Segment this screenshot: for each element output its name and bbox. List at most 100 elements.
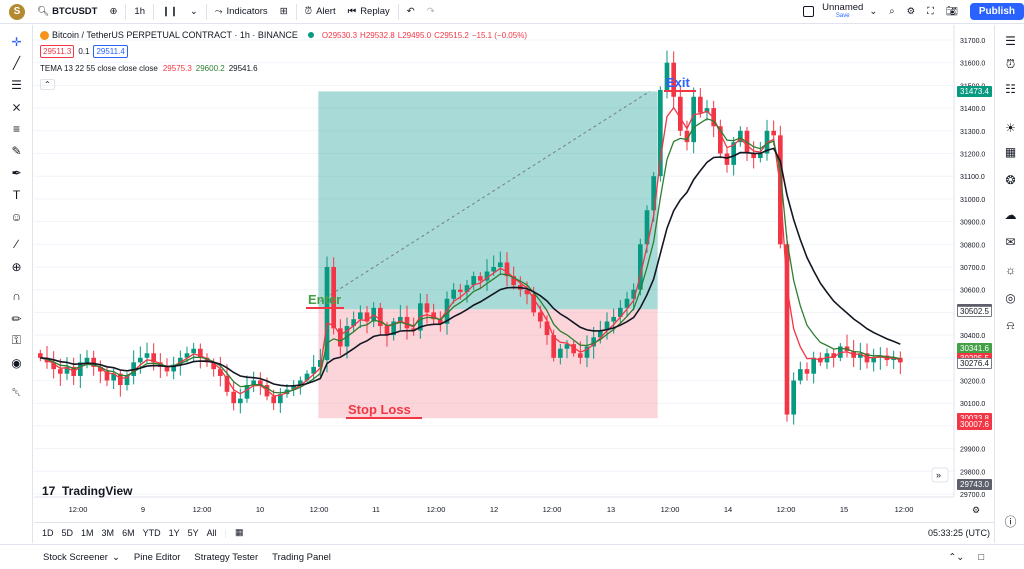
trading-panel-tab[interactable]: Trading Panel [272,551,331,563]
horizontal-lines-icon[interactable]: ☰ [11,77,22,92]
calendar-icon[interactable]: ▦ [1004,144,1017,159]
collapse-legend-button[interactable]: ⌃ [40,79,55,90]
templates-button[interactable]: ⊞ [274,0,294,24]
chart-area[interactable]: 31700.031600.031500.031400.031300.031200… [34,25,994,522]
lock-drawings-icon[interactable]: ✏ [11,311,22,326]
strategy-tester-tab[interactable]: Strategy Tester [194,551,259,563]
range-1m[interactable]: 1M [81,527,94,538]
maximize-panel-icon[interactable]: □ [978,551,984,563]
stop-loss-label[interactable]: Stop Loss [348,402,411,417]
layout-button[interactable]: Unnamed Save ⌄ [797,0,883,24]
idea-icon[interactable]: ❂ [1005,172,1016,187]
candle-body [898,357,903,363]
loss-zone[interactable] [318,309,658,419]
ruler-icon[interactable]: ∕ [15,236,18,251]
crosshair-icon[interactable]: ✛ [11,34,22,49]
alert-button[interactable]: ⏰︎ Alert [299,0,342,24]
candle-body [791,380,796,415]
x-axis[interactable]: 12:00 9 12:00 10 12:00 11 12:00 12 12:00 13 12:00 1… [34,496,954,514]
data-window-icon[interactable]: ☷ [1005,81,1016,96]
range-ytd[interactable]: YTD [142,527,161,538]
stock-screener-tab[interactable]: Stock Screener [43,551,108,563]
indicator-name[interactable]: TEMA 13 22 55 close close close [40,64,158,73]
chat-icon[interactable]: ☁︎ [1004,207,1017,222]
user-avatar[interactable]: S [9,3,25,20]
scroll-to-latest-button[interactable] [931,467,949,483]
candle [64,357,70,380]
redo-button[interactable]: ↷ [421,0,441,24]
range-all[interactable]: All [206,527,217,538]
gear-icon[interactable]: ⚙ [972,505,980,515]
x-tick-label: 14 [724,505,732,514]
range-1y[interactable]: 1Y [168,527,180,538]
candle-body [138,357,143,363]
undo-button[interactable]: ↶ [401,0,421,24]
position-tool[interactable] [318,91,658,419]
candle [451,283,456,304]
candle-body [358,312,363,320]
zoom-in-icon[interactable]: ⊕ [11,259,22,274]
candle [738,126,743,147]
bell-icon[interactable]: ⍾ [1006,318,1015,332]
bid-price[interactable]: 29511.3 [40,45,75,58]
pattern-icon[interactable]: ⨯ [11,99,22,114]
trash-icon[interactable]: ␡ [11,385,22,399]
watchlist-icon[interactable]: ☰ [1005,33,1016,48]
range-6m[interactable]: 6M [122,527,135,538]
eye-icon[interactable]: ◉ [11,355,22,370]
tema-line-13 [40,106,901,397]
chevron-down-icon[interactable]: ⌄ [111,551,120,563]
candle [504,252,510,287]
pine-editor-tab[interactable]: Pine Editor [133,551,181,563]
broadcast-icon[interactable]: ◎ [1005,290,1016,305]
price-chart[interactable]: 31700.031600.031500.031400.031300.031200… [34,25,994,522]
messages-icon[interactable]: ✉︎ [1005,234,1016,249]
exit-label[interactable]: Exit [666,75,691,90]
screenshot-button[interactable]: 📷︎ [940,0,964,24]
chevron-down-icon[interactable]: ⌄ [189,6,198,17]
candle-body [458,289,463,292]
hotlist-icon[interactable]: ☀︎ [1005,120,1016,135]
quick-search-button[interactable]: ⌕ [883,0,900,24]
chart-type-button[interactable]: ❙❙ [156,0,184,24]
help-icon[interactable]: ⓘ [1004,515,1017,529]
candle-body [164,366,170,372]
settings-button[interactable]: ⚙︎ [901,0,922,24]
ask-price[interactable]: 29511.4 [93,45,128,58]
candle [878,347,883,370]
interval-button[interactable]: 1h [134,6,145,17]
magnet-icon[interactable]: ∩ [12,288,21,303]
candle-body [891,357,896,361]
clock-readout[interactable]: 05:33:25 (UTC) [927,527,990,538]
publish-button[interactable]: Publish [969,3,1024,20]
trend-line-icon[interactable]: ╱ [12,55,21,70]
pen-icon[interactable]: ✒ [11,165,22,180]
enter-label[interactable]: Enter [308,292,341,307]
text-icon[interactable]: T [12,187,21,202]
collapse-panel-icon[interactable]: ⌃⌄ [948,551,965,563]
emoji-icon[interactable]: ☺ [10,209,23,224]
replay-button[interactable]: ⏮︎ Replay [342,0,396,24]
candle-body [618,307,623,317]
brush-icon[interactable]: ✎ [11,143,22,158]
fib-icon[interactable]: ≡ [12,121,20,136]
candle-body [478,276,483,281]
range-3m[interactable]: 3M [101,527,115,538]
candle-body [438,319,443,324]
right-toolbar: ☰ ⏰︎ ☷ ☀︎ ▦ ❂ ☁︎ ✉︎ ☼ ◎ ⍾ ⓘ [994,25,1024,543]
ohlc-low: L29495.0 [397,30,432,40]
alarm-clock-icon[interactable]: ⏰︎ [1005,57,1016,71]
symbol-search[interactable]: 🔍︎ BTCUSDT [31,0,103,24]
calendar-range-icon[interactable]: ▦ [234,527,244,537]
range-5d[interactable]: 5D [61,527,74,538]
compare-button[interactable]: ⊕ [103,0,123,24]
range-1d[interactable]: 1D [42,527,54,538]
fullscreen-button[interactable]: ⛶ [921,0,940,24]
candle-body [771,130,776,136]
candle [691,87,696,154]
y-tick-label: 30400.0 [960,333,985,340]
indicators-button[interactable]: ⤳ Indicators [209,0,274,24]
range-5y[interactable]: 5Y [187,527,199,538]
lightbulb-icon[interactable]: ☼ [1005,262,1016,277]
lock-icon[interactable]: ⚿ [11,333,22,347]
